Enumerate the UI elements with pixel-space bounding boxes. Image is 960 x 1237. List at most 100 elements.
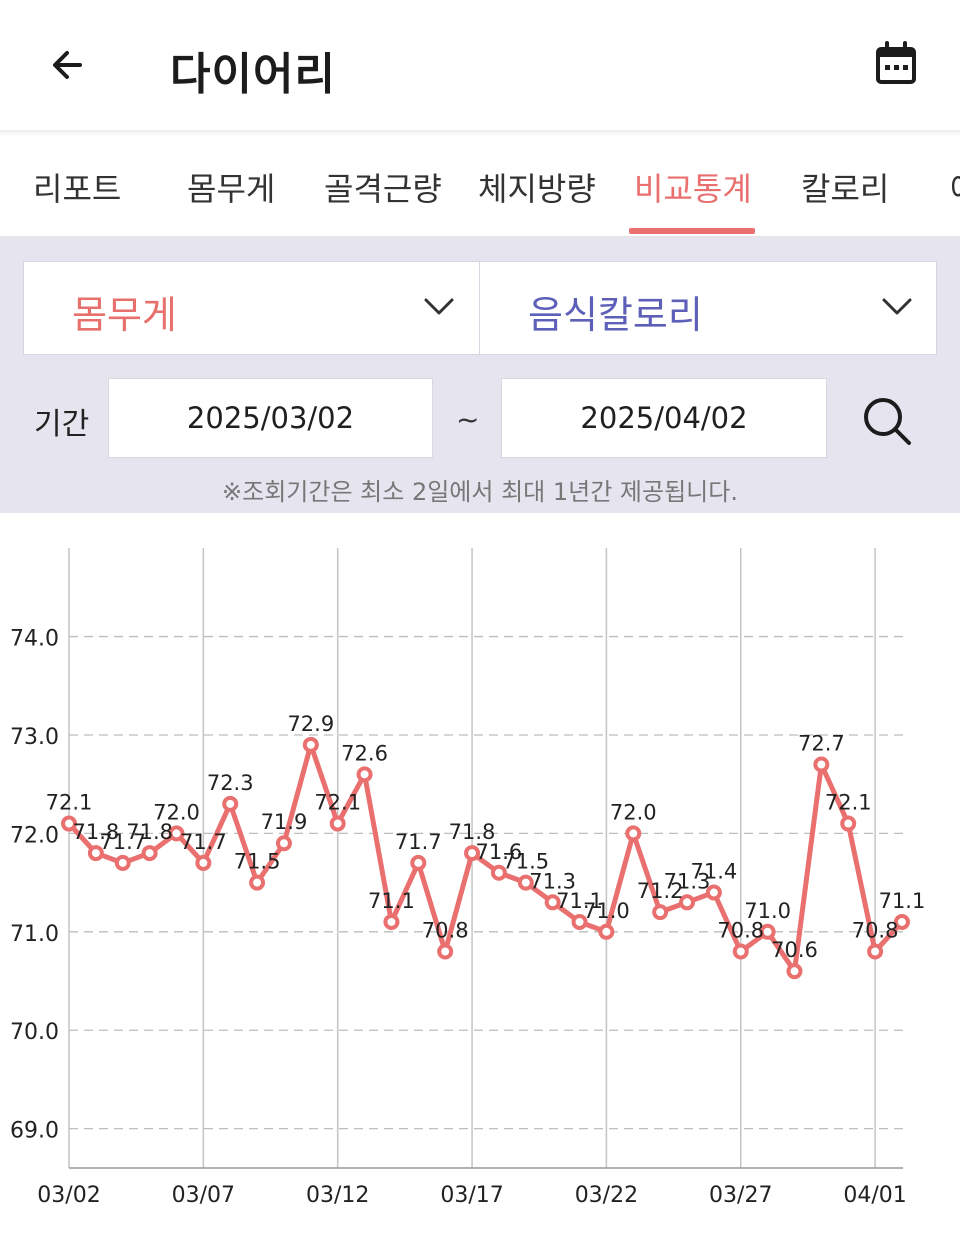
metric-select-left[interactable]: 몸무게 — [23, 261, 480, 355]
data-point — [87, 845, 104, 862]
data-label: 70.6 — [771, 938, 818, 962]
data-point — [356, 766, 373, 783]
x-tick-label: 03/07 — [172, 1183, 235, 1208]
back-button[interactable] — [40, 36, 96, 92]
data-point — [249, 874, 266, 891]
data-label: 71.5 — [234, 850, 281, 874]
data-point — [222, 795, 239, 812]
data-point — [437, 943, 454, 960]
data-label: 71.1 — [556, 889, 603, 913]
x-tick-label: 03/12 — [306, 1183, 369, 1208]
data-label: 71.8 — [449, 820, 496, 844]
data-label: 71.7 — [99, 830, 146, 854]
data-label: 71.3 — [664, 869, 711, 893]
page-title: 다이어리 — [170, 49, 336, 100]
metric-select-right[interactable]: 음식칼로리 — [479, 261, 937, 355]
y-tick-label: 71.0 — [10, 922, 59, 947]
data-point — [840, 815, 857, 832]
data-label: 71.2 — [637, 879, 684, 903]
data-label: 71.3 — [529, 869, 576, 893]
data-label: 71.1 — [879, 889, 926, 913]
active-tab-indicator — [629, 228, 755, 234]
calendar-button[interactable] — [868, 36, 924, 92]
chart-canvas: 69.0 70.0 71.0 72.0 73.0 74.0 03/02 03/07 03/12 0… — [10, 548, 926, 1208]
data-point — [652, 904, 669, 921]
weight-line-chart: 69.0 70.0 71.0 72.0 73.0 74.0 03/02 03/07 03/12 0… — [0, 513, 960, 1237]
data-label: 71.1 — [368, 889, 415, 913]
data-label: 71.4 — [690, 859, 737, 883]
data-label: 71.6 — [476, 840, 523, 864]
search-icon — [864, 398, 911, 445]
data-point — [732, 943, 749, 960]
tab-calories[interactable]: 칼로리 — [801, 170, 890, 208]
data-point — [141, 845, 158, 862]
data-point — [168, 825, 185, 842]
chevron-down-icon — [424, 298, 454, 315]
tab-weight[interactable]: 몸무게 — [187, 170, 276, 208]
data-label: 70.8 — [717, 918, 764, 942]
tab-report[interactable]: 리포트 — [33, 170, 122, 208]
y-tick-label: 73.0 — [10, 725, 59, 750]
x-tick-label: 04/01 — [843, 1183, 906, 1208]
data-label: 70.8 — [422, 918, 469, 942]
data-label: 71.0 — [583, 899, 630, 923]
data-point — [705, 884, 722, 901]
app-bar: 다이어리 — [0, 0, 960, 130]
data-point — [275, 835, 292, 852]
data-point — [195, 854, 212, 871]
x-tick-label: 03/22 — [575, 1183, 638, 1208]
data-label: 71.0 — [744, 899, 791, 923]
search-button[interactable] — [858, 392, 914, 448]
tab-bar: 리포트 몸무게 골격근량 체지방량 비교통계 칼로리 예 — [0, 136, 960, 237]
data-point — [490, 864, 507, 881]
metric-select-left-value: 몸무게 — [72, 293, 177, 337]
period-notice: ※조회기간은 최소 2일에서 최대 1년간 제공됩니다. — [222, 478, 738, 506]
tab-skeletal-muscle[interactable]: 골격근량 — [324, 170, 442, 208]
chevron-down-icon — [882, 298, 912, 315]
data-point — [759, 923, 776, 940]
data-point — [410, 854, 427, 871]
data-label: 72.1 — [314, 791, 361, 815]
data-point — [813, 756, 830, 773]
metric-select-right-value: 음식칼로리 — [528, 293, 703, 337]
data-label: 72.7 — [798, 732, 845, 756]
data-point — [598, 923, 615, 940]
data-label: 72.6 — [341, 741, 388, 765]
data-point — [302, 736, 319, 753]
date-separator: ~ — [456, 403, 480, 436]
data-label: 71.8 — [126, 820, 173, 844]
data-point — [625, 825, 642, 842]
data-point — [464, 845, 481, 862]
data-point — [61, 815, 77, 832]
x-tick-label: 03/02 — [37, 1183, 100, 1208]
start-date-field[interactable]: 2025/03/02 — [108, 378, 433, 458]
data-label: 70.8 — [852, 918, 899, 942]
x-tick-label: 03/27 — [709, 1183, 772, 1208]
data-label: 72.1 — [825, 791, 872, 815]
y-tick-label: 70.0 — [10, 1020, 59, 1045]
y-tick-label: 69.0 — [10, 1119, 59, 1144]
data-point — [571, 913, 588, 930]
calendar-icon — [876, 41, 916, 84]
app-bar-divider — [0, 130, 960, 136]
data-point — [786, 963, 803, 980]
data-point — [679, 894, 696, 911]
y-tick-label: 72.0 — [10, 823, 59, 848]
data-point — [383, 913, 400, 930]
tab-body-fat[interactable]: 체지방량 — [478, 170, 596, 208]
data-point — [517, 874, 534, 891]
data-label: 71.5 — [502, 850, 549, 874]
tab-more[interactable]: 예 — [950, 164, 960, 210]
filter-panel: 몸무게 음식칼로리 기간 2025/03/02 ~ 2025/04/02 ※조회… — [0, 237, 960, 513]
y-tick-label: 74.0 — [10, 627, 59, 652]
data-label: 72.0 — [610, 800, 657, 824]
data-label: 71.7 — [180, 830, 227, 854]
tab-comparison-stats[interactable]: 비교통계 — [634, 170, 752, 208]
data-label: 72.0 — [153, 800, 200, 824]
data-point — [329, 815, 346, 832]
data-label: 72.3 — [207, 771, 254, 795]
data-point — [893, 913, 910, 930]
data-label: 72.1 — [46, 791, 93, 815]
data-label: 71.8 — [72, 820, 119, 844]
end-date-field[interactable]: 2025/04/02 — [501, 378, 827, 458]
